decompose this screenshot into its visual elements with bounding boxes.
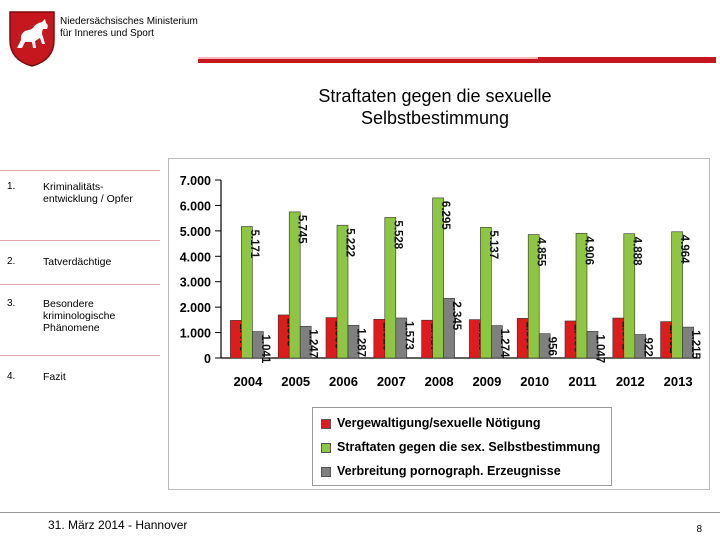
ministry-line-2: für Inneres und Sport <box>60 28 154 39</box>
agenda-separator <box>0 284 160 285</box>
agenda-item-4-number: 4. <box>7 371 16 382</box>
header-divider-highlight <box>198 57 538 59</box>
agenda-item-2-text[interactable]: Tatverdächtige <box>43 256 112 268</box>
ministry-name: Niedersächsisches Ministerium für Innere… <box>60 16 198 40</box>
legend-item-rape: Vergewaltigung/sexuelle Nötigung <box>321 416 541 430</box>
agenda-item-2-number: 2. <box>7 256 16 267</box>
legend-swatch-green <box>321 442 331 453</box>
chart-legend: Vergewaltigung/sexuelle Nötigung Strafta… <box>312 407 612 486</box>
agenda-item-3-number: 3. <box>7 298 16 309</box>
slide-title-line-1: Straftaten gegen die sexuelle <box>318 86 552 106</box>
legend-label-pornography: Verbreitung pornograph. Erzeugnisse <box>337 464 561 478</box>
legend-item-sexual-offences: Straftaten gegen die sex. Selbstbestimmu… <box>321 440 600 454</box>
slide-title-line-2: Selbstbestimmung <box>360 108 510 128</box>
page-number: 8 <box>696 524 702 535</box>
agenda-separator <box>0 355 160 356</box>
agenda-item-1-text[interactable]: Kriminalitäts-entwicklung / Opfer <box>43 181 133 205</box>
legend-item-pornography: Verbreitung pornograph. Erzeugnisse <box>321 464 561 478</box>
agenda-item-3-text[interactable]: Besondere kriminologische Phänomene <box>43 298 116 334</box>
legend-swatch-gray <box>321 466 331 477</box>
agenda-item-4-text[interactable]: Fazit <box>43 371 66 383</box>
legend-swatch-red <box>321 418 331 429</box>
agenda-separator <box>0 240 160 241</box>
state-coat-of-arms-logo <box>8 10 56 68</box>
footer-divider <box>0 512 720 513</box>
agenda-item-1-number: 1. <box>7 181 16 192</box>
footer-date: 31. März 2014 - Hannover <box>48 518 188 532</box>
slide-title: Straftaten gegen die sexuelle Selbstbest… <box>250 85 620 129</box>
legend-label-rape: Vergewaltigung/sexuelle Nötigung <box>337 416 541 430</box>
header-divider <box>198 57 716 63</box>
legend-label-sexual-offences: Straftaten gegen die sex. Selbstbestimmu… <box>337 440 601 454</box>
agenda-separator <box>0 170 160 171</box>
ministry-line-1: Niedersächsisches Ministerium <box>60 16 198 27</box>
